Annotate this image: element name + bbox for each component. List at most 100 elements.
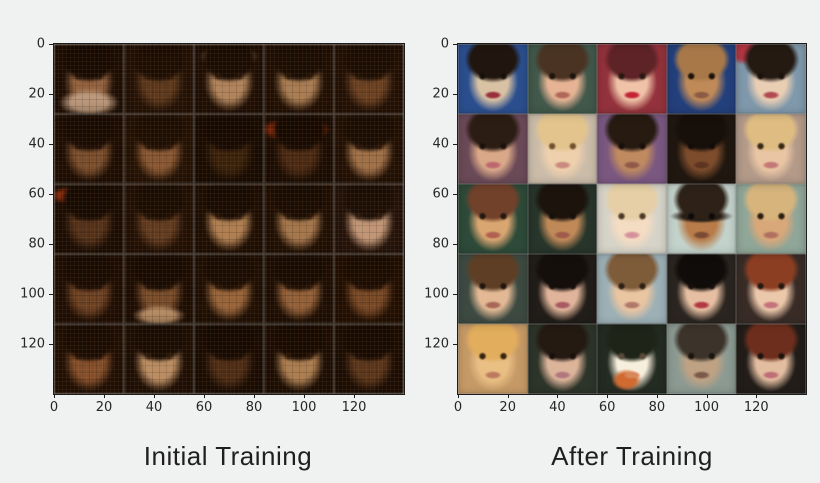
generated-face-image	[736, 44, 806, 114]
y-tick-label: 0	[440, 36, 449, 52]
x-tick-mark	[54, 394, 55, 398]
generated-face-image	[264, 254, 334, 324]
y-tick-mark	[453, 144, 457, 145]
generated-face-image	[458, 324, 528, 394]
generated-face-image	[334, 184, 404, 254]
generated-face-image	[527, 324, 598, 394]
generated-face-image	[597, 324, 667, 394]
generated-face-image	[666, 114, 737, 184]
generated-face-image	[264, 184, 334, 254]
image-grid-after	[458, 44, 806, 394]
x-tick-label: 120	[743, 400, 769, 415]
x-tick-label: 100	[291, 400, 317, 415]
y-tick-label: 100	[424, 286, 449, 302]
generated-face-image	[264, 324, 334, 394]
y-tick-label: 20	[432, 86, 449, 102]
x-tick-label: 80	[245, 400, 263, 415]
plot-area-initial: 0 20 40 60 80 100 120 0 20 40 60 80 100 120	[20, 38, 405, 414]
x-tick-mark	[304, 394, 305, 398]
generated-face-image	[666, 44, 737, 114]
y-tick-mark	[49, 344, 53, 345]
y-tick-label: 80	[432, 236, 449, 252]
y-tick-label: 60	[28, 186, 45, 202]
generated-face-image	[458, 44, 528, 114]
x-tick-mark	[204, 394, 205, 398]
panel-after-training: 0 20 40 60 80 100 120 0 20 40 60 80 100 120 After Tra…	[424, 38, 807, 483]
generated-face-image	[54, 44, 124, 114]
generated-face-image	[736, 324, 806, 394]
generated-face-image	[124, 184, 194, 254]
generated-face-image	[54, 184, 124, 254]
generated-face-image	[527, 254, 598, 324]
y-tick-label: 80	[28, 236, 45, 252]
x-tick-label: 20	[95, 400, 113, 415]
y-tick-label: 0	[36, 36, 45, 52]
y-tick-label: 100	[20, 286, 45, 302]
x-tick-mark	[154, 394, 155, 398]
x-tick-label: 60	[598, 400, 616, 415]
generated-face-image	[458, 254, 528, 324]
generated-face-image	[194, 324, 264, 394]
x-tick-mark	[354, 394, 355, 398]
x-tick-label: 80	[648, 400, 666, 415]
y-tick-mark	[453, 44, 457, 45]
x-tick-label: 0	[453, 400, 463, 415]
x-tick-mark	[756, 394, 758, 398]
generated-face-image	[194, 184, 264, 254]
generated-face-image	[194, 44, 264, 114]
plot-area-after: 0 20 40 60 80 100 120 0 20 40 60 80 100 120	[424, 38, 807, 414]
x-tick-label: 40	[145, 400, 163, 415]
generated-face-image	[334, 324, 404, 394]
generated-face-image	[527, 44, 598, 114]
x-tick-label: 0	[49, 400, 59, 415]
generated-face-image	[264, 114, 334, 184]
y-tick-mark	[49, 244, 53, 245]
generated-face-image	[458, 184, 528, 254]
y-tick-label: 120	[20, 336, 45, 352]
x-tick-label: 20	[499, 400, 516, 415]
generated-face-image	[334, 254, 404, 324]
x-tick-mark	[557, 394, 559, 398]
generated-face-image	[666, 184, 737, 254]
y-tick-mark	[49, 194, 53, 195]
y-tick-label: 60	[432, 186, 449, 202]
generated-face-image	[736, 184, 806, 254]
x-tick-mark	[458, 394, 459, 398]
generated-face-image	[666, 254, 737, 324]
generated-face-image	[527, 184, 598, 254]
generated-face-image	[736, 254, 806, 324]
generated-face-image	[54, 114, 124, 184]
image-grid-initial	[54, 44, 404, 394]
generated-face-image	[194, 114, 264, 184]
x-tick-mark	[507, 394, 509, 398]
generated-face-image	[458, 114, 528, 184]
panel-title-initial: Initial Training	[143, 441, 313, 471]
generated-face-image	[334, 44, 404, 114]
generated-face-image	[124, 324, 194, 394]
generated-face-image	[597, 44, 667, 114]
panel-initial-training: 0 20 40 60 80 100 120 0 20 40 60 80 100 120 Initial T…	[20, 38, 405, 483]
generated-face-image	[264, 44, 334, 114]
y-tick-mark	[49, 94, 53, 95]
y-tick-mark	[49, 44, 53, 45]
x-tick-mark	[656, 394, 658, 398]
generated-face-image	[54, 254, 124, 324]
y-tick-mark	[49, 294, 53, 295]
generated-face-image	[527, 114, 598, 184]
generated-face-image	[597, 254, 667, 324]
y-tick-label: 20	[28, 86, 45, 102]
x-tick-label: 40	[549, 400, 566, 415]
panel-title-after: After Training	[551, 441, 713, 471]
x-tick-mark	[254, 394, 255, 398]
generated-face-image	[124, 254, 194, 324]
y-tick-mark	[453, 194, 457, 195]
x-tick-mark	[104, 394, 105, 398]
generated-face-image	[124, 44, 194, 114]
x-tick-label: 60	[195, 400, 213, 415]
generated-face-image	[334, 114, 404, 184]
generated-face-image	[194, 254, 264, 324]
generated-face-image	[597, 114, 667, 184]
y-tick-mark	[453, 294, 457, 295]
generated-face-image	[597, 184, 667, 254]
y-tick-mark	[453, 344, 457, 345]
